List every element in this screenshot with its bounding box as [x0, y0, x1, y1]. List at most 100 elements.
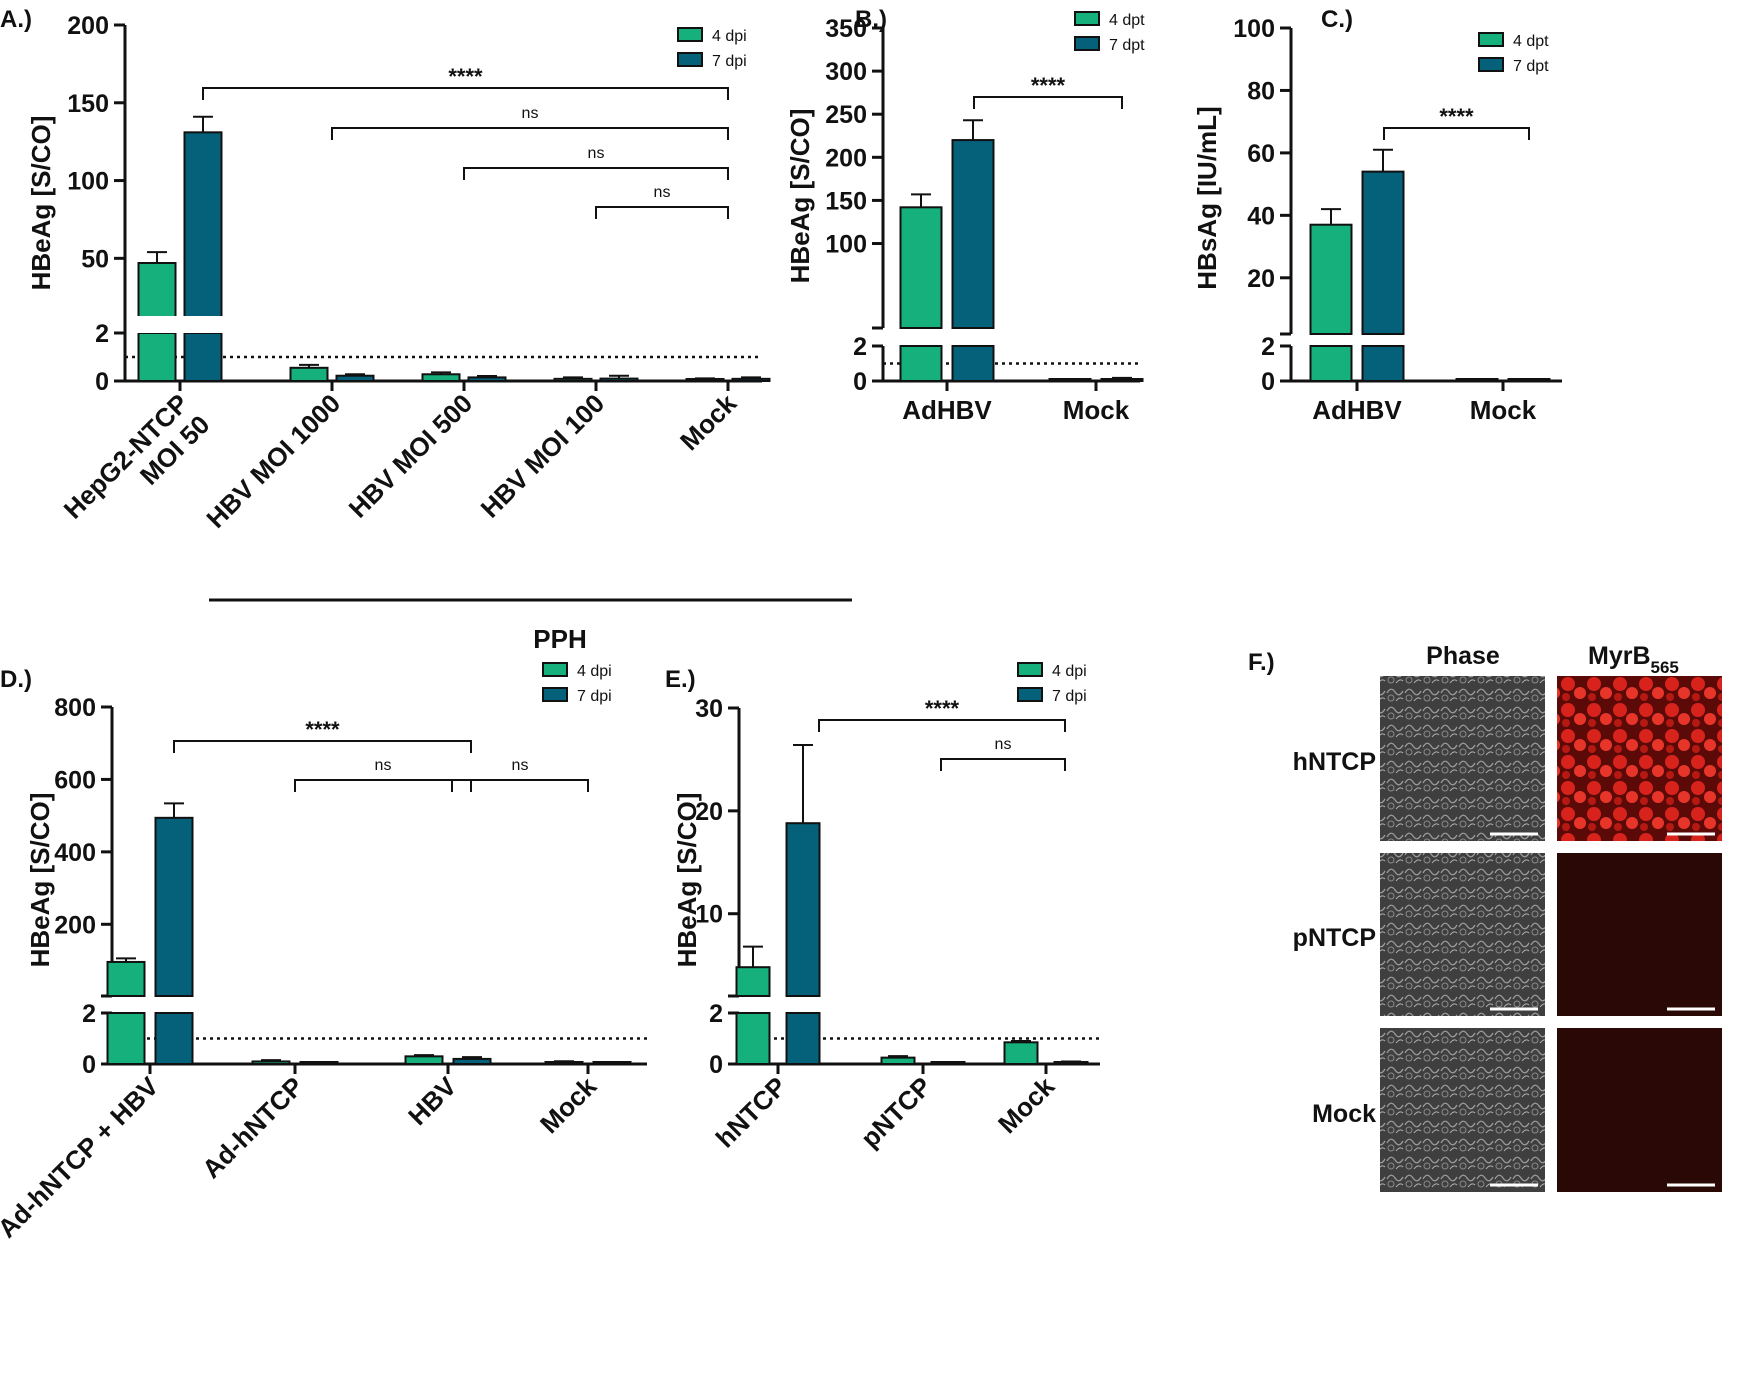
significance-text: ****: [925, 696, 960, 721]
myrb-title-main: MyrB: [1588, 642, 1651, 670]
significance-text: ns: [995, 736, 1012, 753]
y-tick-label: 60: [1247, 140, 1275, 168]
bar-7-dpi-0: [183, 332, 223, 382]
category-label-line: Mock: [674, 388, 743, 457]
bar-4-dpi-2: [1003, 1041, 1039, 1065]
bar-7-dpi-0: [154, 816, 194, 997]
myrb-image-pntcp: [1557, 853, 1722, 1016]
y-tick-label: 200: [54, 911, 96, 939]
legend-swatch: [677, 52, 703, 67]
bar-break-gap: [135, 316, 179, 333]
category-label: Mock: [992, 1071, 1061, 1140]
category-label: Mock: [674, 388, 743, 457]
category-label: Ad-hNTCP: [196, 1071, 309, 1184]
y-tick-label: 100: [67, 168, 109, 196]
significance-text: ****: [1439, 104, 1474, 129]
bar-4-dpi-0: [735, 966, 771, 998]
category-label-line: HBV MOI 100: [475, 388, 611, 524]
legend-swatch: [1478, 57, 1504, 72]
bracket-line: [294, 779, 472, 792]
bracket-line: [940, 758, 1066, 771]
panel-label: D.): [0, 666, 32, 693]
category-label-line: Mock: [1063, 395, 1130, 425]
category-label: Mock: [1063, 395, 1130, 425]
y-axis-label: HBeAg [S/CO]: [785, 109, 815, 284]
group-label: PPH: [533, 624, 586, 654]
category-label-line: Ad-hNTCP: [196, 1071, 309, 1184]
significance-text: ns: [375, 757, 392, 774]
bar-4-dpi-1: [251, 1060, 291, 1065]
y-tick-label: 400: [54, 839, 96, 867]
significance-bracket: ****: [202, 64, 729, 100]
bracket-line: [463, 167, 729, 180]
category-label-line: hNTCP: [710, 1071, 792, 1153]
significance-text: ****: [1031, 73, 1066, 98]
y-tick-label: 800: [54, 694, 96, 722]
legend-label: 7 dpi: [712, 53, 747, 70]
significance-text: ****: [305, 717, 340, 742]
legend-swatch: [542, 687, 568, 702]
row-label-hntcp: hNTCP: [1293, 748, 1376, 776]
category-label-line: AdHBV: [902, 395, 992, 425]
y-axis-label: HBsAg [IU/mL]: [1192, 106, 1222, 289]
myrb-title-subscript: 565: [1651, 658, 1679, 677]
bar-4-dpt-0: [899, 345, 943, 382]
significance-bracket: ns: [451, 757, 589, 792]
category-label: Ad-hNTCP + HBV: [0, 1071, 165, 1244]
y-tick-label: 50: [81, 245, 109, 273]
legend-swatch: [1017, 662, 1043, 677]
bar-7-dpi-4: [731, 377, 771, 382]
category-label: pNTCP: [855, 1071, 937, 1153]
bar-4-dpt-0: [1309, 223, 1353, 335]
bar-4-dpi-0: [106, 960, 146, 998]
category-label: HBV MOI 100: [475, 388, 611, 524]
y-axis-label: HBeAg [S/CO]: [25, 793, 55, 968]
significance-bracket: ****: [173, 717, 472, 753]
category-label-line: AdHBV: [1312, 395, 1402, 425]
phase-image-pntcp: [1380, 853, 1545, 1016]
y-tick-label: 0: [853, 368, 867, 396]
bar-4-dpi-1: [289, 366, 329, 382]
y-tick-label: 200: [825, 144, 867, 172]
y-tick-label: 20: [695, 798, 723, 826]
bar-7-dpt-0: [1361, 345, 1405, 382]
legend-label: 7 dpt: [1513, 58, 1549, 75]
significance-bracket: ns: [463, 145, 729, 180]
bar-7-dpi-2: [467, 376, 507, 382]
category-label-line: Mock: [1470, 395, 1537, 425]
category-label: Mock: [1470, 395, 1537, 425]
y-tick-label: 20: [1247, 265, 1275, 293]
bar-4-dpi-1: [880, 1056, 916, 1065]
legend-label: 7 dpi: [1052, 688, 1087, 705]
bar-7-dpi-2: [452, 1057, 492, 1066]
category-label-line: HBV: [402, 1071, 462, 1131]
y-tick-label: 2: [82, 1000, 96, 1028]
y-tick-label: 200: [67, 12, 109, 40]
panel-label: E.): [665, 666, 696, 693]
bracket-line: [202, 87, 729, 100]
bar-4-dpi-0: [735, 1012, 771, 1065]
y-tick-label: 150: [825, 187, 867, 215]
bar-4-dpi-3: [544, 1061, 584, 1065]
category-label-line: Mock: [992, 1071, 1061, 1140]
significance-bracket: ns: [294, 757, 472, 792]
legend-swatch: [1017, 687, 1043, 702]
bar-7-dpi-3: [599, 377, 639, 383]
y-tick-label: 0: [82, 1051, 96, 1079]
y-axis-label: HBeAg [S/CO]: [26, 116, 56, 291]
y-tick-label: 30: [695, 695, 723, 723]
y-tick-label: 0: [709, 1051, 723, 1079]
row-label-mock: Mock: [1312, 1100, 1376, 1128]
category-label: hNTCP: [710, 1071, 792, 1153]
significance-text: ****: [448, 64, 483, 89]
category-label-line: HBV MOI 1000: [200, 388, 346, 534]
bar-4-dpi-0: [106, 1012, 146, 1065]
legend-label: 4 dpt: [1109, 12, 1145, 29]
legend-swatch: [1074, 11, 1100, 26]
bar-4-dpi-0: [137, 332, 177, 382]
y-tick-label: 100: [825, 231, 867, 259]
phase-column-title: Phase: [1426, 642, 1500, 670]
bar-7-dpt-0: [951, 345, 995, 382]
bracket-line: [451, 779, 589, 792]
